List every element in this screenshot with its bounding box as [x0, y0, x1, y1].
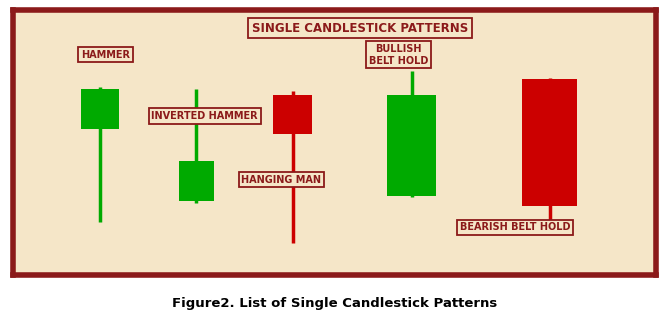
Text: INVERTED HAMMER: INVERTED HAMMER: [151, 111, 258, 121]
Text: Figure2. List of Single Candlestick Patterns: Figure2. List of Single Candlestick Patt…: [172, 298, 497, 310]
Text: SINGLE CANDLESTICK PATTERNS: SINGLE CANDLESTICK PATTERNS: [252, 22, 468, 35]
Bar: [387, 95, 436, 196]
Text: BEARISH BELT HOLD: BEARISH BELT HOLD: [460, 222, 570, 232]
Bar: [81, 89, 119, 129]
Text: HAMMER: HAMMER: [81, 50, 130, 60]
Text: HANGING MAN: HANGING MAN: [242, 175, 321, 185]
Bar: [522, 79, 577, 206]
Bar: [179, 161, 214, 201]
Bar: [274, 95, 312, 134]
Text: BULLISH
BELT HOLD: BULLISH BELT HOLD: [369, 44, 428, 66]
